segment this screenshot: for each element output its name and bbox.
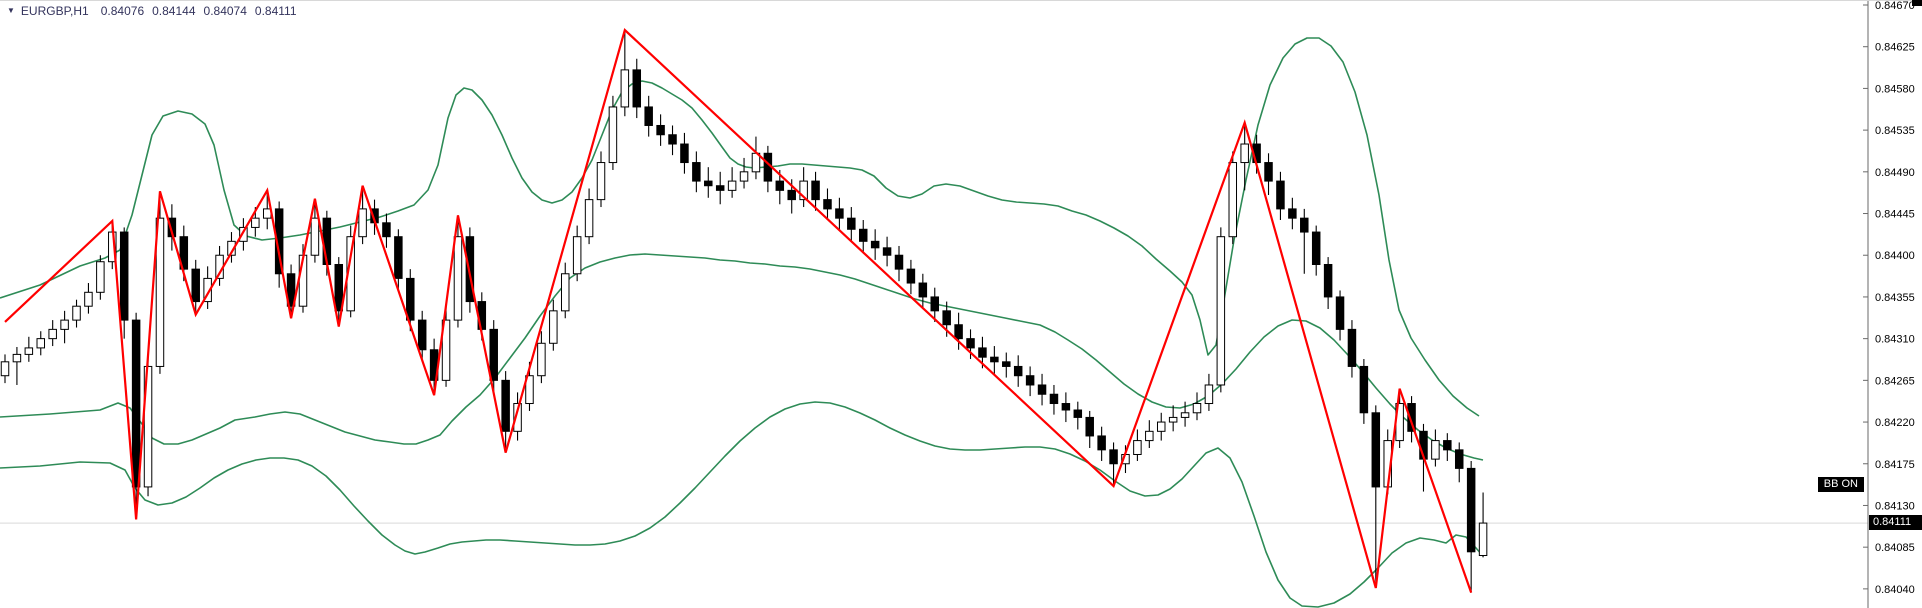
bb-toggle-button[interactable]: BB ON — [1817, 477, 1864, 492]
axis-tick-label: 0.84040 — [1875, 584, 1915, 596]
axis-tick-label: 0.84355 — [1875, 292, 1915, 304]
axis-tick-label: 0.84085 — [1875, 542, 1915, 554]
bollinger-lower-band — [0, 401, 1484, 608]
bollinger-upper-band — [0, 37, 1480, 417]
zigzag-line — [4, 27, 1473, 593]
symbol-timeframe-label: EURGBP,H1 — [20, 4, 89, 18]
symbol-dropdown-icon[interactable]: ▼ — [7, 5, 15, 15]
chart-header: ▼ EURGBP,H1 0.84076 0.84144 0.84074 0.84… — [7, 4, 299, 18]
axis-tick-label: 0.84130 — [1875, 500, 1915, 512]
candles-layer — [0, 30, 1488, 593]
price-axis[interactable]: 0.84670 0.84625 0.84580 0.84535 0.84490 0.844… — [1863, 0, 1915, 608]
axis-tick-label: 0.84580 — [1875, 83, 1915, 95]
axis-tick-label: 0.84625 — [1875, 42, 1915, 54]
axis-tick-label: 0.84175 — [1875, 459, 1915, 471]
axis-tick-label: 0.84220 — [1875, 417, 1915, 429]
corner-mark — [1912, 0, 1922, 6]
axis-tick-label: 0.84445 — [1875, 209, 1915, 221]
axis-tick-label: 0.84400 — [1875, 250, 1915, 262]
quote-open: 0.84076 — [100, 4, 145, 18]
axis-tick-label: 0.84265 — [1875, 375, 1915, 387]
quote-close: 0.84111 — [254, 4, 297, 18]
plot-area — [0, 27, 1868, 608]
window-top-border — [0, 0, 1922, 1]
quote-low: 0.84074 — [203, 4, 247, 18]
bollinger-middle-band — [0, 253, 1484, 461]
axis-tick-label: 0.84490 — [1875, 167, 1915, 179]
axis-tick-label: 0.84310 — [1875, 334, 1915, 346]
quote-high: 0.84144 — [152, 4, 196, 18]
current-price-badge: 0.84111 — [1869, 515, 1922, 531]
axis-tick-label: 0.84535 — [1875, 125, 1915, 137]
axis-tick-label: 0.84670 — [1875, 0, 1915, 12]
